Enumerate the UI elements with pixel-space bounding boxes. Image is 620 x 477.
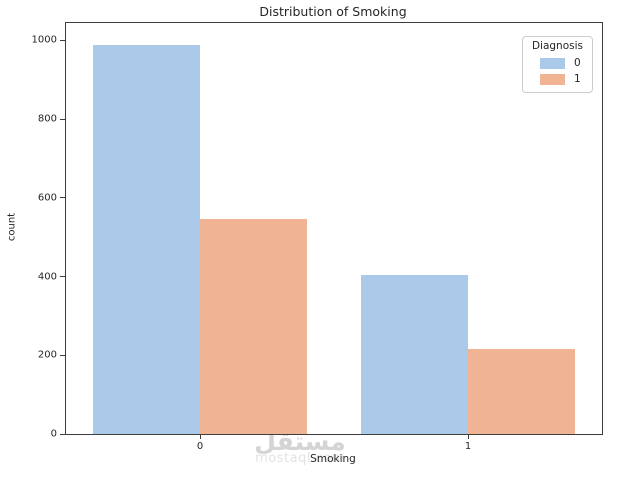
y-tick-label: 400 [37, 271, 57, 283]
legend-swatch [539, 73, 565, 85]
legend-item-label: 0 [573, 57, 581, 69]
y-tick-mark [60, 433, 65, 435]
x-tick-label: 0 [196, 441, 204, 452]
chart-title: Distribution of Smoking [259, 4, 407, 19]
y-tick-mark [60, 39, 65, 41]
x-tick-mark [199, 435, 201, 439]
x-tick-label: 1 [464, 441, 472, 452]
legend-item: 0 [532, 55, 583, 71]
y-tick-label: 600 [37, 192, 57, 204]
bar-smoking-1-diagnosis-1 [468, 348, 576, 434]
x-tick-mark [467, 435, 469, 439]
y-tick-mark [60, 118, 65, 120]
bar-smoking-0-diagnosis-1 [200, 219, 308, 434]
legend-title: Diagnosis [531, 40, 583, 52]
y-tick-label: 800 [37, 113, 57, 125]
y-tick-label: 0 [50, 428, 57, 440]
legend-item: 1 [532, 71, 583, 87]
y-tick-label: 1000 [31, 34, 57, 46]
y-tick-mark [60, 197, 65, 199]
x-axis-label: Smoking [310, 453, 356, 465]
bar-smoking-0-diagnosis-0 [92, 45, 200, 434]
y-tick-mark [60, 354, 65, 356]
bar-smoking-1-diagnosis-0 [360, 274, 468, 434]
y-axis-label: count [6, 212, 18, 242]
legend-item-label: 1 [573, 73, 581, 85]
legend-swatch [539, 57, 565, 69]
y-tick-mark [60, 276, 65, 278]
y-tick-label: 200 [37, 349, 57, 361]
